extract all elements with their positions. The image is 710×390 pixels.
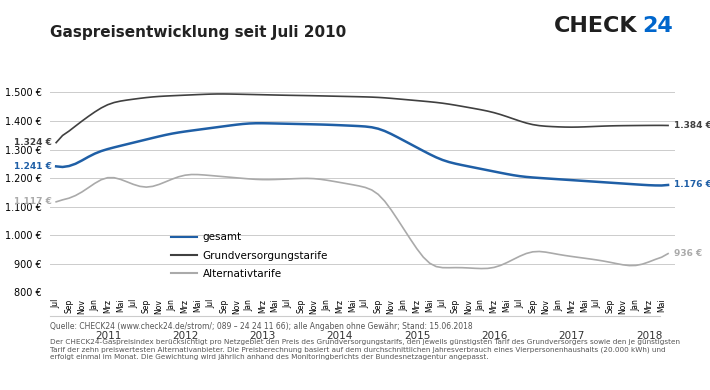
Text: 2013: 2013 bbox=[249, 332, 275, 341]
Text: 1.176 €: 1.176 € bbox=[674, 181, 710, 190]
Text: 1.241 €: 1.241 € bbox=[14, 162, 52, 171]
Text: 2016: 2016 bbox=[481, 332, 508, 341]
Text: 1.324 €: 1.324 € bbox=[14, 138, 52, 147]
Text: 1.117 €: 1.117 € bbox=[14, 197, 52, 206]
Text: 2014: 2014 bbox=[327, 332, 353, 341]
Text: 936 €: 936 € bbox=[674, 249, 702, 258]
Text: 2017: 2017 bbox=[559, 332, 585, 341]
Text: 2012: 2012 bbox=[172, 332, 199, 341]
Text: Gaspreisentwicklung seit Juli 2010: Gaspreisentwicklung seit Juli 2010 bbox=[50, 25, 346, 40]
Text: 2015: 2015 bbox=[404, 332, 430, 341]
Text: 1.384 €: 1.384 € bbox=[674, 121, 710, 130]
Text: 24: 24 bbox=[643, 16, 673, 35]
Legend: gesamt, Grundversorgungstarife, Alternativtarife: gesamt, Grundversorgungstarife, Alternat… bbox=[167, 228, 332, 283]
Text: 2011: 2011 bbox=[95, 332, 121, 341]
Text: Quelle: CHECK24 (www.check24.de/strom/; 089 – 24 24 11 66); alle Angaben ohne Ge: Quelle: CHECK24 (www.check24.de/strom/; … bbox=[50, 322, 472, 331]
Text: 2018: 2018 bbox=[636, 332, 662, 341]
Text: Der CHECK24-Gaspreisindex berücksichtigt pro Netzgebiet den Preis des Grundverso: Der CHECK24-Gaspreisindex berücksichtigt… bbox=[50, 339, 679, 360]
Text: CHECK: CHECK bbox=[554, 16, 638, 35]
